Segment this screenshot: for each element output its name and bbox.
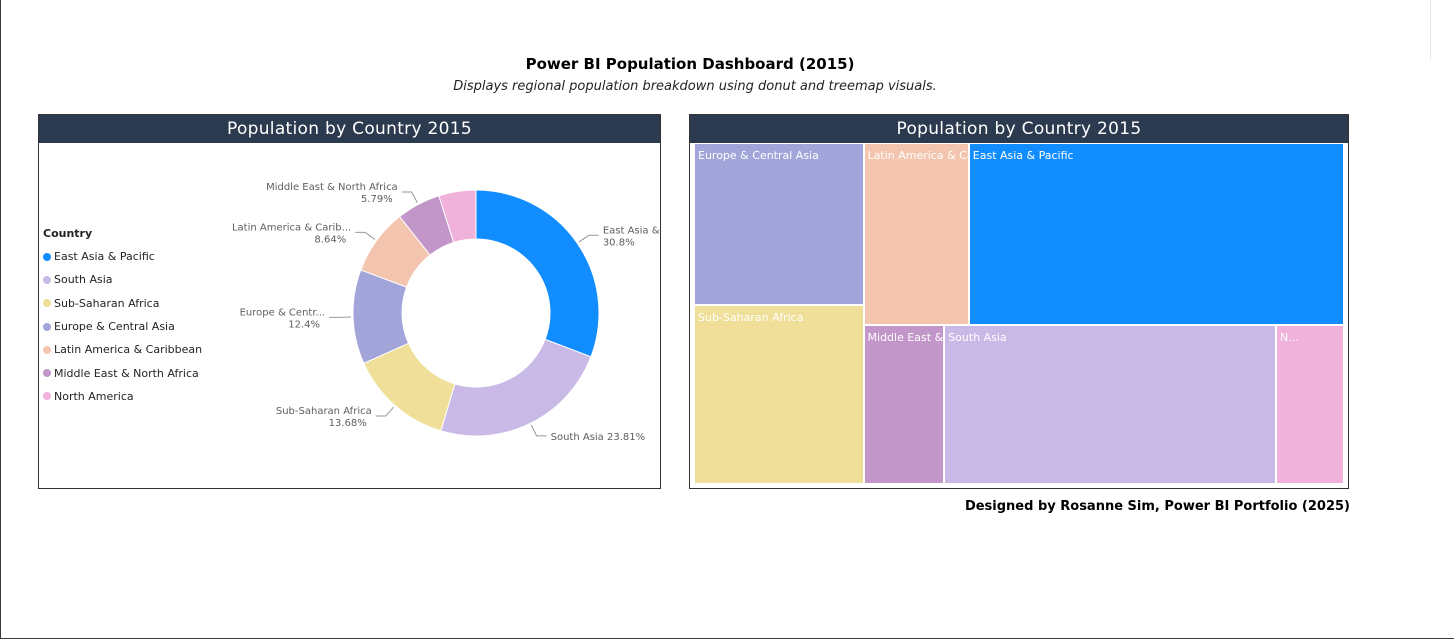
treemap-tile-label: Europe & Central Asia <box>698 149 819 162</box>
treemap-tile-south-asia[interactable]: South Asia <box>944 324 1276 484</box>
slice-label-name: Europe & Centr... <box>240 307 325 318</box>
treemap-tile-middle-east-north-africa[interactable]: Middle East & North Africa <box>863 324 945 484</box>
legend-marker <box>43 369 51 378</box>
scrollbar[interactable] <box>1430 0 1431 60</box>
treemap-tile-label: Latin America & Caribbean <box>867 149 968 162</box>
treemap-tile-label: N... <box>1279 330 1299 344</box>
treemap-title: Population by Country 2015 <box>690 115 1348 143</box>
legend-item-east-asia-pacific[interactable]: East Asia & Pacific <box>43 245 202 268</box>
legend-item-sub-saharan-africa[interactable]: Sub-Saharan Africa <box>43 292 202 315</box>
donut-slice-south-asia[interactable] <box>440 338 592 437</box>
legend-title: Country <box>43 227 93 240</box>
donut-svg: East Asia & Pacific30.8% South Asia 23.81… <box>232 182 660 443</box>
donut-slice-east-asia-pacific[interactable] <box>475 189 600 358</box>
legend-label: East Asia & Pacific <box>54 250 155 264</box>
slice-label-value: 12.4% <box>288 319 320 330</box>
legend-label: Latin America & Caribbean <box>54 343 203 357</box>
treemap-tile-north-america[interactable]: N... <box>1275 324 1344 484</box>
leader-line <box>401 191 418 203</box>
treemap-tile-europe-central-asia[interactable]: Europe & Central Asia <box>694 143 864 306</box>
treemap-tile-east-asia-pacific[interactable]: East Asia & Pacific <box>968 143 1344 325</box>
legend-label: North America <box>54 389 134 403</box>
treemap-tile-label: Middle East & North Africa <box>867 330 944 344</box>
slice-label-value: 8.64% <box>314 234 346 245</box>
dashboard-title: Power BI Population Dashboard (2015) <box>525 55 855 73</box>
treemap-tile-sub-saharan-africa[interactable]: Sub-Saharan Africa <box>694 305 864 484</box>
legend-label: Sub-Saharan Africa <box>54 296 160 310</box>
legend-marker <box>43 275 51 284</box>
treemap-tile-label: South Asia <box>948 330 1007 344</box>
legend-marker <box>43 345 51 354</box>
legend-item-south-asia[interactable]: South Asia <box>43 268 202 291</box>
leader-line <box>375 406 395 417</box>
legend-marker <box>43 322 51 331</box>
donut-legend: Country East Asia & Pacific South Asia Sub… <box>43 227 202 408</box>
slice-label-value: 30.8% <box>603 237 635 248</box>
slice-label-value: 13.68% <box>329 418 367 429</box>
donut-slice-north-america[interactable] <box>438 189 477 244</box>
treemap-tile-latin-america-caribbean[interactable]: Latin America & Caribbean <box>863 143 969 325</box>
leader-line <box>578 234 599 243</box>
slice-label-name: East Asia & Pacific <box>603 225 660 236</box>
treemap-area: Europe & Central Asia Sub-Saharan Africa L… <box>694 143 1344 484</box>
slice-label-name: Sub-Saharan Africa <box>276 406 372 417</box>
legend-item-europe-central-asia[interactable]: Europe & Central Asia <box>43 315 202 338</box>
donut-chart-title: Population by Country 2015 <box>39 115 660 143</box>
legend-marker <box>43 299 51 308</box>
legend-item-north-america[interactable]: North America <box>43 385 202 408</box>
dashboard-subtitle: Displays regional population breakdown u… <box>453 79 937 94</box>
slice-label-name: South Asia 23.81% <box>551 432 646 443</box>
legend-marker <box>43 252 51 261</box>
slice-label-value: 5.79% <box>361 194 393 205</box>
legend-label: Middle East & North Africa <box>54 366 199 380</box>
slice-label-name: Middle East & North Africa <box>266 182 398 193</box>
leader-line <box>355 231 376 240</box>
legend-label: South Asia <box>54 273 113 287</box>
donut-chart-visual[interactable]: Population by Country 2015 Country East … <box>38 114 661 489</box>
slice-label-name: Latin America & Carib... <box>232 222 351 233</box>
leader-line <box>530 424 547 437</box>
footer-credit: Designed by Rosanne Sim, Power BI Portfo… <box>964 499 1350 514</box>
treemap-visual[interactable]: Population by Country 2015 Europe & Cent… <box>689 114 1349 489</box>
legend-item-latin-america-caribbean[interactable]: Latin America & Caribbean <box>43 338 202 361</box>
treemap-tile-label: East Asia & Pacific <box>972 149 1074 162</box>
legend-label: Europe & Central Asia <box>54 320 175 334</box>
legend-marker <box>43 392 51 401</box>
legend-item-middle-east-north-africa[interactable]: Middle East & North Africa <box>43 361 202 384</box>
treemap-tile-label: Sub-Saharan Africa <box>698 311 804 325</box>
